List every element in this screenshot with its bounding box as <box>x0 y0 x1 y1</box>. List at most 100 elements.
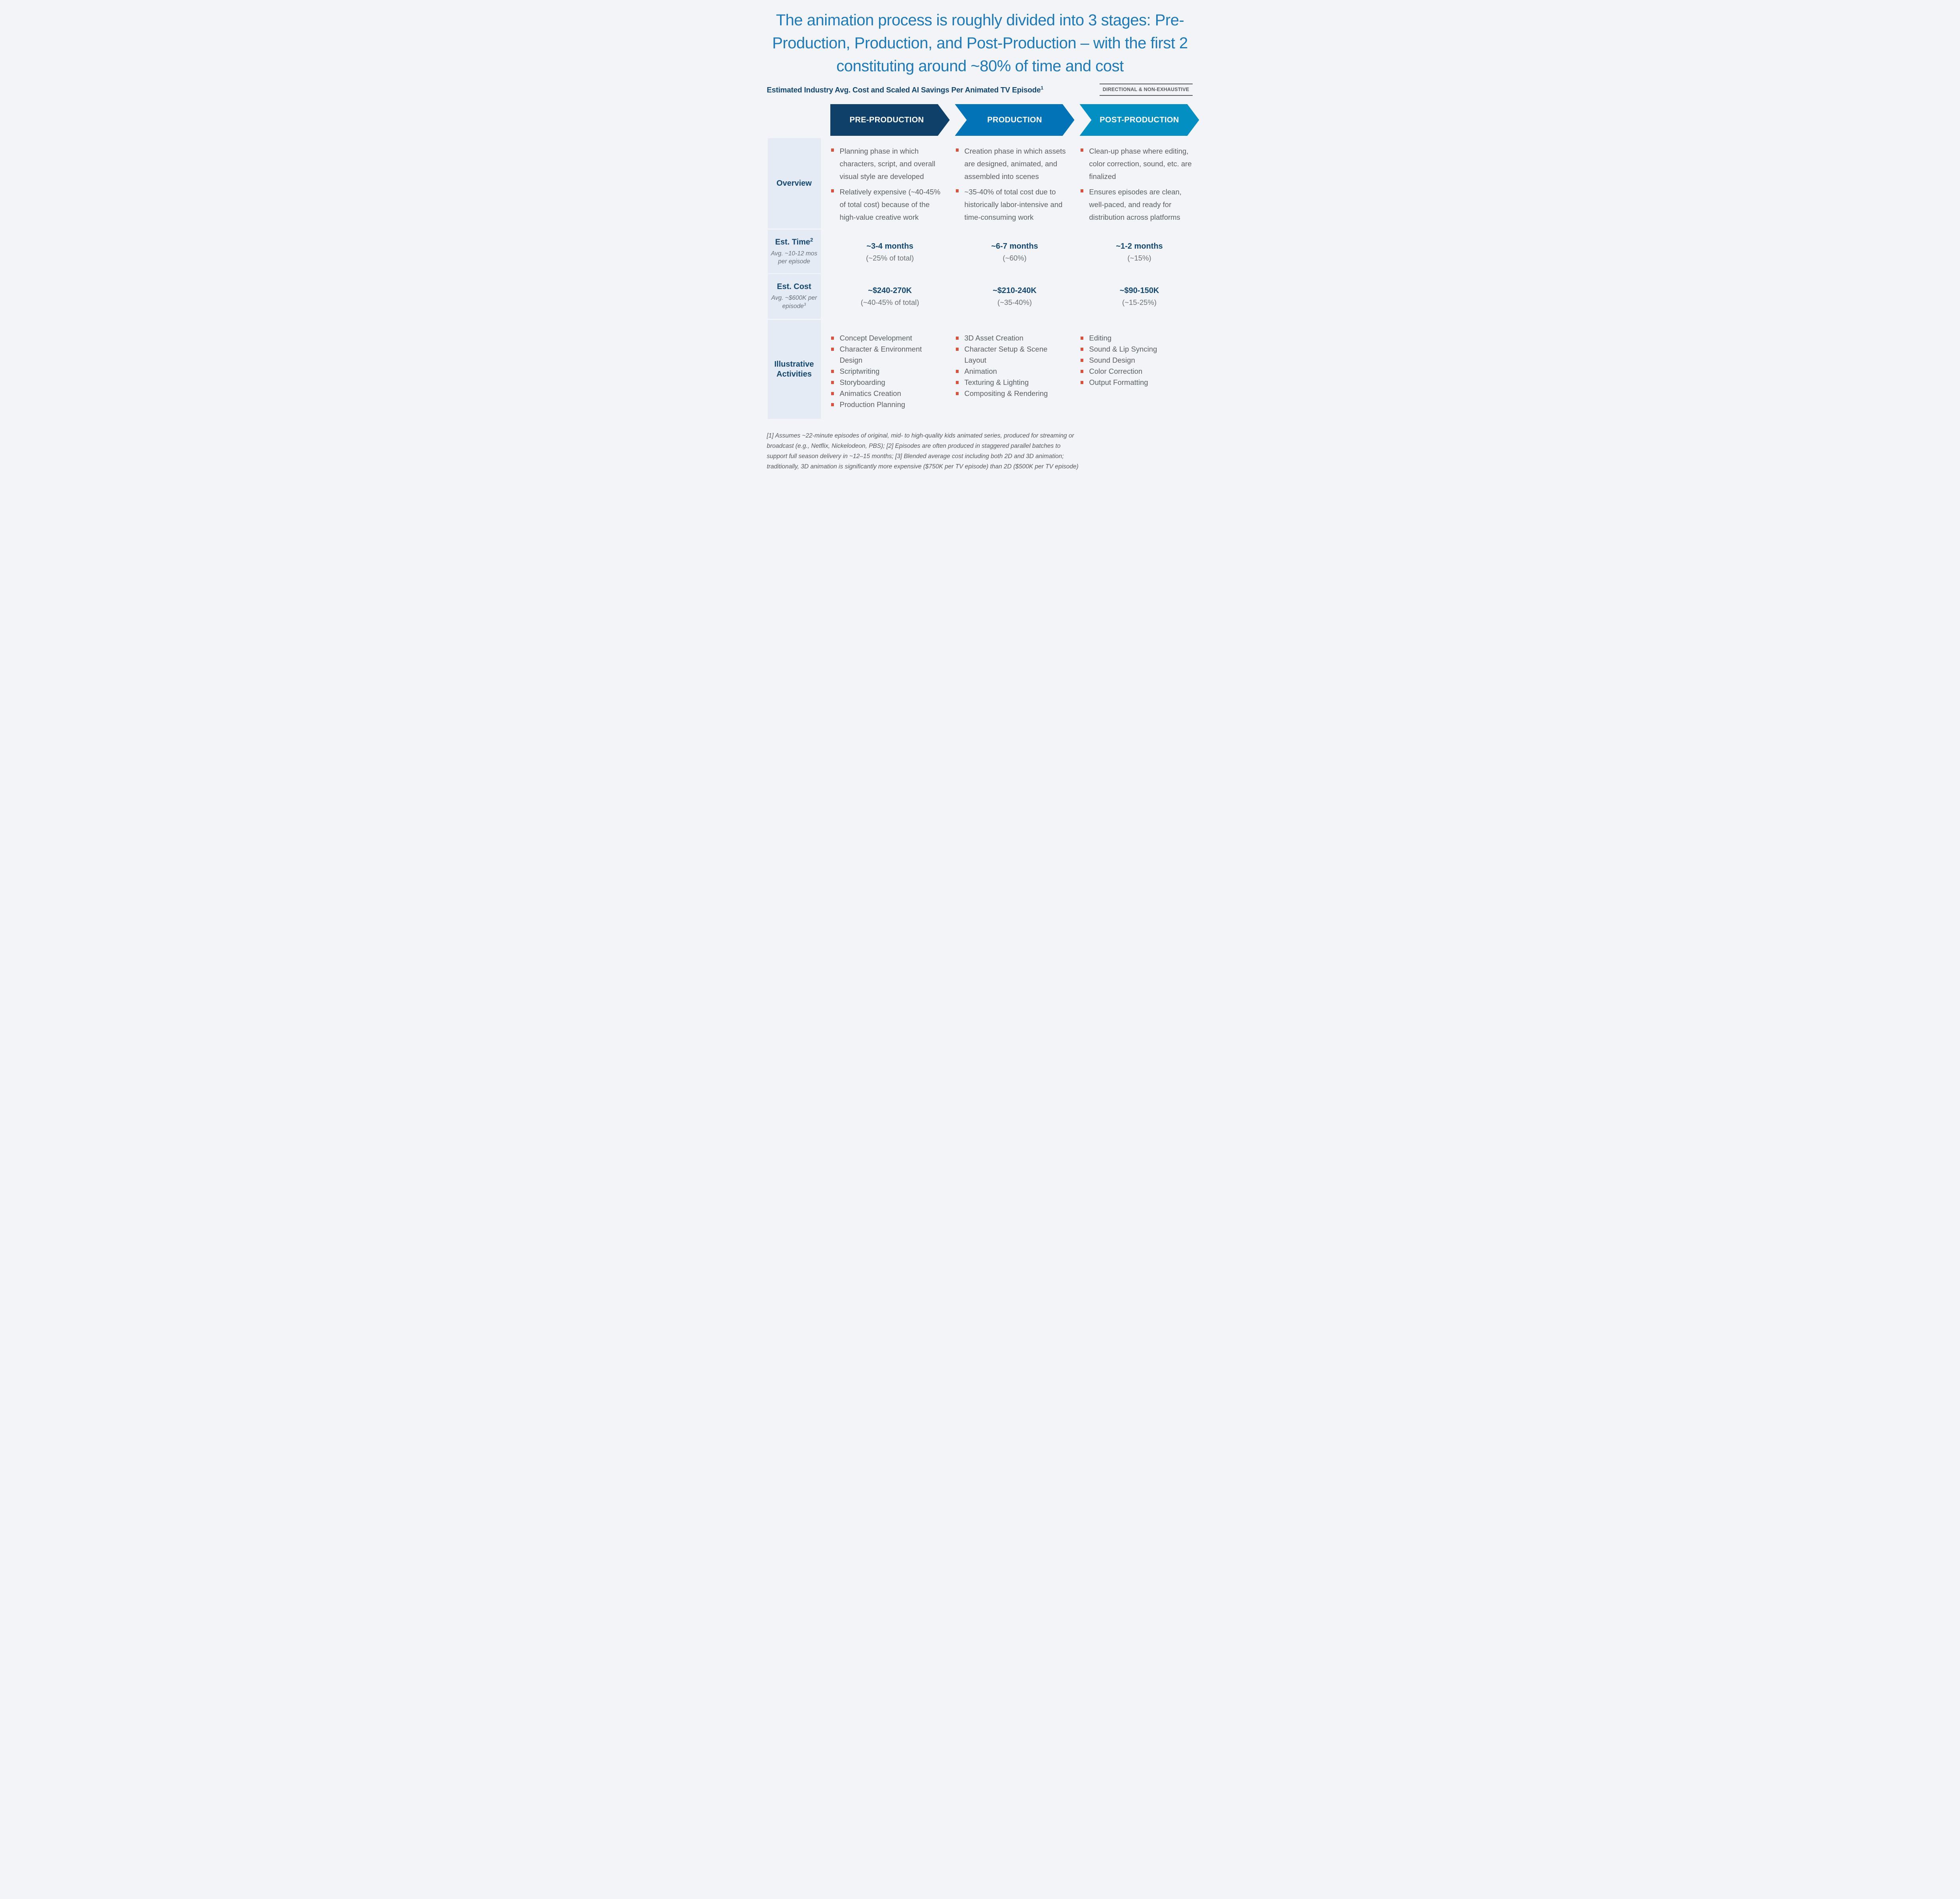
row-label-est-cost-text: Est. Cost <box>777 282 811 291</box>
list-item: Output Formatting <box>1080 377 1199 388</box>
stage-banner-pre-production: PRE-PRODUCTION <box>830 104 950 136</box>
list-item: Color Correction <box>1080 366 1199 377</box>
overview-prod-bullet-1: Creation phase in which assets are desig… <box>964 147 1066 181</box>
activity-item: Color Correction <box>1089 367 1143 375</box>
activity-item: Animation <box>964 367 997 375</box>
bullet-square-icon <box>955 189 959 192</box>
footnote-line-4: traditionally, 3D animation is significa… <box>767 463 1079 470</box>
chart-subtitle-text: Estimated Industry Avg. Cost and Scaled … <box>767 86 1041 95</box>
row-label-illustrative-activities-text: Illustrative Activities <box>774 360 814 379</box>
bullet-square-icon <box>831 348 834 351</box>
overview-pre-bullet-1: Planning phase in which characters, scri… <box>839 147 936 181</box>
activity-item: Sound & Lip Syncing <box>1089 345 1157 353</box>
overview-post-bullet-2: Ensures episodes are clean, well-paced, … <box>1089 188 1182 221</box>
row-label-est-cost: Est. Cost Avg. ~$600K per episode3 <box>767 274 821 319</box>
overview-pre-bullet-2: Relatively expensive (~40-45% of total c… <box>839 188 941 221</box>
est-time-production: ~6-7 months (~60%) <box>955 242 1075 263</box>
est-cost-pre-note: (~40-45% of total) <box>860 298 919 306</box>
footnote-line-3: support full season delivery in ~12–15 m… <box>767 453 1064 460</box>
overview-pre-production: Planning phase in which characters, scri… <box>830 145 950 226</box>
est-time-prod-value: ~6-7 months <box>991 242 1038 251</box>
list-item: Texturing & Lighting <box>955 377 1075 388</box>
page-title-line-3: constituting around ~80% of time and cos… <box>836 57 1124 75</box>
activity-item: Character & Environment Design <box>839 345 922 364</box>
est-time-post-note: (~15%) <box>1127 254 1151 262</box>
stage-banner-production: PRODUCTION <box>955 104 1075 136</box>
est-time-pre-value: ~3-4 months <box>866 242 913 251</box>
bullet-square-icon <box>1080 370 1083 373</box>
overview-production: Creation phase in which assets are desig… <box>955 145 1075 226</box>
activities-pre-production: Concept Development Character & Environm… <box>830 333 950 410</box>
directional-tag: DIRECTIONAL & NON-EXHAUSTIVE <box>1099 84 1193 96</box>
list-item: Creation phase in which assets are desig… <box>955 145 1075 183</box>
bullet-square-icon <box>1080 337 1083 340</box>
row-label-est-time: Est. Time2 Avg. ~10-12 mos per episode <box>767 230 821 273</box>
est-time-post-production: ~1-2 months (~15%) <box>1080 242 1199 263</box>
bullet-square-icon <box>831 370 834 373</box>
list-item: Animation <box>955 366 1075 377</box>
footnote-line-1: [1] Assumes ~22-minute episodes of origi… <box>767 432 1074 439</box>
est-cost-footnote-marker: 3 <box>803 303 806 307</box>
est-cost-prod-note: (~35-40%) <box>997 298 1032 306</box>
list-item: Ensures episodes are clean, well-paced, … <box>1080 186 1199 224</box>
list-item: Character Setup & Scene Layout <box>955 344 1075 366</box>
est-time-pre-note: (~25% of total) <box>866 254 914 262</box>
page-title-line-2: Production, Production, and Post-Product… <box>772 34 1188 52</box>
chart-subtitle: Estimated Industry Avg. Cost and Scaled … <box>767 85 1044 95</box>
overview-post-bullet-1: Clean-up phase where editing, color corr… <box>1089 147 1192 181</box>
est-cost-post-production: ~$90-150K (~15-25%) <box>1080 286 1199 307</box>
bullet-square-icon <box>831 148 834 152</box>
list-item: Planning phase in which characters, scri… <box>830 145 950 183</box>
activity-item: Output Formatting <box>1089 378 1148 386</box>
est-cost-production: ~$210-240K (~35-40%) <box>955 286 1075 307</box>
footnote-line-2: broadcast (e.g., Netflix, Nickelodeon, P… <box>767 443 1061 449</box>
activities-production: 3D Asset Creation Character Setup & Scen… <box>955 333 1075 399</box>
bullet-square-icon <box>955 392 959 395</box>
activity-item: Sound Design <box>1089 356 1135 364</box>
list-item: Scriptwriting <box>830 366 950 377</box>
page-title: The animation process is roughly divided… <box>735 9 1225 78</box>
est-time-post-value: ~1-2 months <box>1116 242 1163 251</box>
bullet-square-icon <box>955 381 959 384</box>
est-time-prod-note: (~60%) <box>1003 254 1027 262</box>
row-label-overview-text: Overview <box>776 179 812 188</box>
bullet-square-icon <box>1080 381 1083 384</box>
est-cost-pre-production: ~$240-270K (~40-45% of total) <box>830 286 950 307</box>
row-label-overview: Overview <box>767 138 821 228</box>
page-title-line-1: The animation process is roughly divided… <box>776 11 1184 29</box>
activity-item: Production Planning <box>839 400 906 409</box>
bullet-square-icon <box>831 189 834 192</box>
list-item: Compositing & Rendering <box>955 388 1075 399</box>
est-cost-post-note: (~15-25%) <box>1122 298 1157 306</box>
list-item: Production Planning <box>830 399 950 410</box>
overview-prod-bullet-2: ~35-40% of total cost due to historicall… <box>964 188 1063 221</box>
list-item: Clean-up phase where editing, color corr… <box>1080 145 1199 183</box>
bullet-square-icon <box>1080 148 1083 152</box>
stage-banner-post-production: POST-PRODUCTION <box>1080 104 1199 136</box>
row-label-est-time-sublabel: Avg. ~10-12 mos per episode <box>771 250 818 265</box>
slide: The animation process is roughly divided… <box>735 0 1225 475</box>
est-cost-sublabel: Avg. ~$600K per episode <box>771 294 817 310</box>
list-item: 3D Asset Creation <box>955 333 1075 344</box>
est-time-label: Est. Time <box>775 238 811 247</box>
list-item: Animatics Creation <box>830 388 950 399</box>
list-item: Storyboarding <box>830 377 950 388</box>
activity-item: Texturing & Lighting <box>964 378 1029 386</box>
overview-post-production: Clean-up phase where editing, color corr… <box>1080 145 1199 226</box>
activity-item: Animatics Creation <box>839 389 901 398</box>
row-label-est-time-text: Est. Time2 <box>775 237 813 247</box>
chart-subtitle-footnote-marker: 1 <box>1041 85 1043 91</box>
bullet-square-icon <box>831 381 834 384</box>
row-label-illustrative-activities: Illustrative Activities <box>767 320 821 419</box>
bullet-square-icon <box>1080 189 1083 192</box>
list-item: Character & Environment Design <box>830 344 950 366</box>
est-cost-post-value: ~$90-150K <box>1119 286 1159 295</box>
est-time-pre-production: ~3-4 months (~25% of total) <box>830 242 950 263</box>
activity-item: Concept Development <box>839 334 912 342</box>
list-item: Editing <box>1080 333 1199 344</box>
footnotes: [1] Assumes ~22-minute episodes of origi… <box>767 431 1123 472</box>
activity-item: 3D Asset Creation <box>964 334 1024 342</box>
bullet-square-icon <box>1080 359 1083 362</box>
activity-item: Compositing & Rendering <box>964 389 1048 398</box>
bullet-square-icon <box>955 337 959 340</box>
